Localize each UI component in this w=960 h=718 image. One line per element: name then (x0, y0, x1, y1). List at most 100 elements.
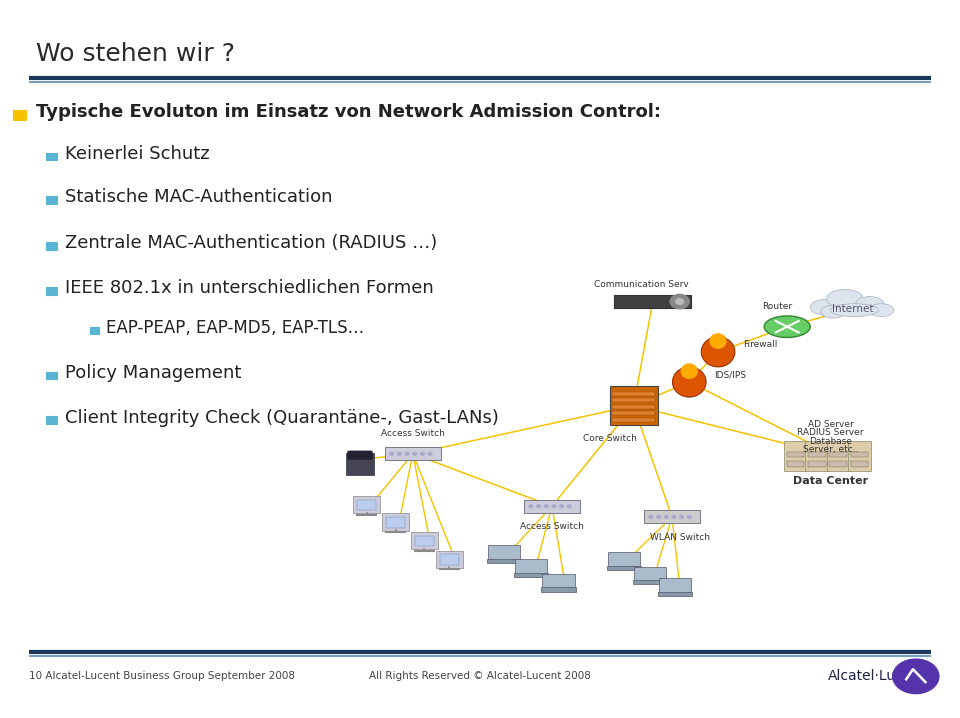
Text: Wo stehen wir ?: Wo stehen wir ? (36, 42, 235, 66)
Text: IDS/IPS: IDS/IPS (714, 370, 746, 379)
FancyBboxPatch shape (357, 500, 376, 510)
FancyBboxPatch shape (385, 447, 441, 460)
Ellipse shape (681, 363, 698, 379)
Text: Core Switch: Core Switch (583, 434, 636, 444)
Ellipse shape (855, 297, 884, 312)
FancyBboxPatch shape (644, 510, 700, 523)
Text: Internet: Internet (831, 304, 874, 314)
FancyBboxPatch shape (348, 451, 372, 460)
Circle shape (649, 516, 653, 518)
FancyBboxPatch shape (90, 327, 99, 333)
Ellipse shape (827, 289, 863, 308)
FancyBboxPatch shape (488, 545, 520, 561)
Text: Access Switch: Access Switch (381, 429, 444, 438)
Circle shape (405, 452, 409, 455)
FancyBboxPatch shape (440, 554, 459, 565)
Text: Typische Evoluton im Einsatz von Network Admission Control:: Typische Evoluton im Einsatz von Network… (36, 103, 661, 121)
FancyBboxPatch shape (541, 587, 576, 592)
Circle shape (670, 294, 689, 309)
Circle shape (657, 516, 660, 518)
FancyBboxPatch shape (658, 592, 692, 596)
Ellipse shape (701, 337, 735, 367)
FancyBboxPatch shape (612, 405, 655, 409)
Text: Firewall: Firewall (743, 340, 778, 349)
Ellipse shape (709, 333, 727, 349)
FancyBboxPatch shape (46, 416, 57, 424)
FancyBboxPatch shape (353, 496, 380, 513)
FancyBboxPatch shape (851, 461, 868, 467)
Ellipse shape (821, 305, 846, 318)
Text: Router: Router (762, 302, 793, 311)
FancyBboxPatch shape (436, 551, 463, 568)
FancyBboxPatch shape (784, 441, 807, 471)
FancyBboxPatch shape (787, 461, 804, 467)
FancyBboxPatch shape (607, 566, 641, 570)
Circle shape (552, 505, 556, 508)
Text: EAP-PEAP, EAP-MD5, EAP-TLS…: EAP-PEAP, EAP-MD5, EAP-TLS… (106, 320, 364, 337)
FancyBboxPatch shape (808, 452, 826, 457)
Circle shape (893, 659, 939, 694)
Circle shape (664, 516, 668, 518)
FancyBboxPatch shape (829, 461, 847, 467)
FancyBboxPatch shape (612, 392, 655, 396)
Circle shape (544, 505, 548, 508)
FancyBboxPatch shape (827, 441, 850, 471)
Text: Alcatel·Lucent: Alcatel·Lucent (828, 669, 926, 684)
FancyBboxPatch shape (848, 441, 871, 471)
FancyBboxPatch shape (851, 452, 868, 457)
Text: Zentrale MAC-Authentication (RADIUS …): Zentrale MAC-Authentication (RADIUS …) (65, 234, 438, 252)
FancyBboxPatch shape (46, 152, 57, 160)
Circle shape (420, 452, 424, 455)
Ellipse shape (672, 367, 706, 397)
Text: Statische MAC-Authentication: Statische MAC-Authentication (65, 188, 333, 206)
Ellipse shape (764, 316, 810, 337)
Ellipse shape (810, 299, 841, 315)
FancyBboxPatch shape (610, 386, 658, 425)
FancyBboxPatch shape (46, 241, 57, 249)
FancyBboxPatch shape (808, 461, 826, 467)
Circle shape (560, 505, 564, 508)
Circle shape (680, 516, 684, 518)
Text: Client Integrity Check (Quarantäne-, Gast-LANs): Client Integrity Check (Quarantäne-, Gas… (65, 409, 499, 426)
FancyBboxPatch shape (46, 372, 57, 379)
Text: AD Server: AD Server (807, 419, 853, 429)
Circle shape (529, 505, 533, 508)
FancyBboxPatch shape (634, 567, 666, 582)
Text: 10 Alcatel-Lucent Business Group September 2008: 10 Alcatel-Lucent Business Group Septemb… (29, 671, 295, 681)
FancyBboxPatch shape (514, 573, 548, 577)
FancyBboxPatch shape (542, 574, 575, 589)
Text: Keinerlei Schutz: Keinerlei Schutz (65, 145, 210, 163)
FancyBboxPatch shape (386, 517, 405, 528)
FancyBboxPatch shape (633, 580, 667, 584)
Circle shape (687, 516, 691, 518)
FancyBboxPatch shape (515, 559, 547, 575)
FancyBboxPatch shape (612, 418, 655, 421)
FancyBboxPatch shape (46, 286, 57, 294)
FancyBboxPatch shape (487, 559, 521, 563)
Text: IEEE 802.1x in unterschiedlichen Formen: IEEE 802.1x in unterschiedlichen Formen (65, 279, 434, 297)
Text: Access Switch: Access Switch (520, 522, 584, 531)
FancyBboxPatch shape (382, 513, 409, 531)
Circle shape (672, 516, 676, 518)
FancyBboxPatch shape (659, 578, 691, 594)
FancyBboxPatch shape (13, 110, 26, 120)
Text: Communication Serv: Communication Serv (594, 279, 688, 289)
Circle shape (390, 452, 394, 455)
FancyBboxPatch shape (346, 453, 374, 475)
Text: WLAN Switch: WLAN Switch (650, 533, 709, 542)
Circle shape (537, 505, 540, 508)
FancyBboxPatch shape (612, 398, 655, 402)
FancyBboxPatch shape (614, 295, 691, 308)
FancyBboxPatch shape (524, 500, 580, 513)
Ellipse shape (869, 304, 894, 317)
FancyBboxPatch shape (787, 452, 804, 457)
FancyBboxPatch shape (829, 452, 847, 457)
FancyBboxPatch shape (415, 536, 434, 546)
FancyBboxPatch shape (805, 441, 828, 471)
Text: Data Center: Data Center (793, 476, 868, 486)
FancyBboxPatch shape (608, 552, 640, 568)
Circle shape (413, 452, 417, 455)
Circle shape (676, 299, 684, 304)
Circle shape (428, 452, 432, 455)
FancyBboxPatch shape (411, 532, 438, 549)
